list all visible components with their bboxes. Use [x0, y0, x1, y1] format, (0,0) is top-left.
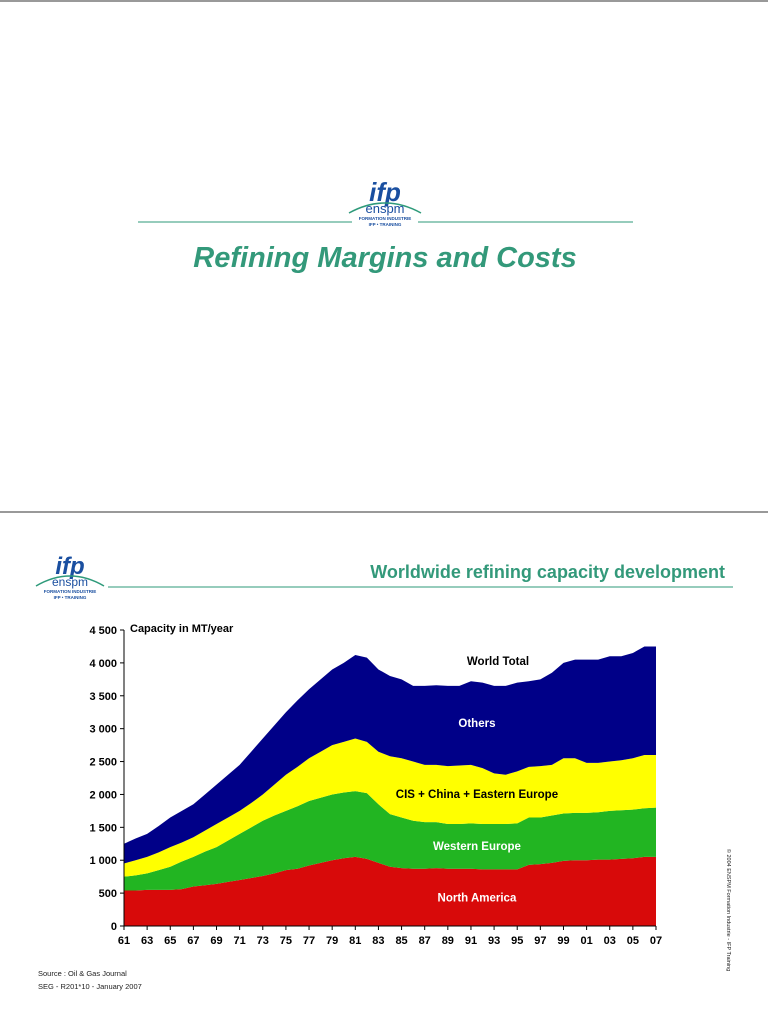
y-tick-label: 1 500 [89, 822, 117, 834]
y-tick-label: 0 [111, 921, 117, 933]
area-label: Others [458, 718, 495, 730]
x-tick-label: 71 [234, 935, 246, 947]
area-label: Western Europe [433, 841, 521, 853]
x-tick-label: 77 [303, 935, 315, 947]
logo-line: IFP • TRAINING [54, 595, 87, 600]
y-tick-label: 1 000 [89, 855, 117, 867]
logo-line: IFP • TRAINING [369, 222, 402, 227]
logo-mark: ifp [369, 177, 401, 207]
logo: ifp enspm FORMATION INDUSTRIE IFP • TRAI… [348, 177, 422, 227]
y-tick-label: 4 500 [89, 625, 117, 637]
x-tick-label: 97 [534, 935, 546, 947]
x-tick-label: 99 [557, 935, 569, 947]
chart: North America Western Europe CIS + China +… [89, 625, 662, 947]
x-tick-label: 83 [372, 935, 384, 947]
x-tick-label: 01 [580, 935, 592, 947]
area [124, 791, 656, 891]
x-tick-label: 89 [442, 935, 454, 947]
x-tick-label: 79 [326, 935, 338, 947]
x-tick-label: 03 [604, 935, 616, 947]
x-tick-label: 73 [257, 935, 269, 947]
area [124, 738, 656, 877]
x-tick-label: 67 [187, 935, 199, 947]
x-tick-label: 65 [164, 935, 176, 947]
logo-swoosh [348, 202, 422, 214]
logo-swoosh [35, 575, 105, 587]
slide-title: Refining Margins and Costs [193, 242, 576, 274]
x-tick-label: 81 [349, 935, 361, 947]
logo-line: FORMATION INDUSTRIE [359, 216, 411, 221]
x-tick-label: 63 [141, 935, 153, 947]
y-axis-label: Capacity in MT/year [130, 623, 234, 635]
y-tick-label: 3 000 [89, 724, 117, 736]
reference: SEG - R201*10 - January 2007 [38, 982, 142, 991]
x-tick-label: 85 [395, 935, 407, 947]
y-tick-label: 3 500 [89, 691, 117, 703]
area-label: CIS + China + Eastern Europe [396, 789, 558, 801]
area-label: North America [438, 892, 517, 904]
x-tick-label: 61 [118, 935, 130, 947]
area [124, 856, 656, 926]
logo: ifp enspm FORMATION INDUSTRIE IFP • TRAI… [35, 553, 105, 600]
y-tick-label: 2 500 [89, 757, 117, 769]
y-tick-label: 4 000 [89, 658, 117, 670]
copyright: © 2004 ENSPM Formation Industrie - IFP T… [725, 849, 732, 971]
annotation: World Total [467, 656, 529, 668]
x-tick-label: 87 [419, 935, 431, 947]
logo-name: enspm [52, 575, 88, 589]
x-tick-label: 91 [465, 935, 477, 947]
x-tick-label: 93 [488, 935, 500, 947]
logo-line: FORMATION INDUSTRIE [44, 589, 96, 594]
x-tick-label: 07 [650, 935, 662, 947]
logo-name: enspm [365, 201, 404, 216]
source: Source : Oil & Gas Journal [38, 969, 127, 978]
slide-title: Worldwide refining capacity development [370, 562, 725, 582]
x-tick-label: 05 [627, 935, 639, 947]
x-tick-label: 95 [511, 935, 523, 947]
x-tick-label: 75 [280, 935, 292, 947]
y-tick-label: 2 000 [89, 789, 117, 801]
y-tick-label: 500 [99, 888, 117, 900]
x-tick-label: 69 [210, 935, 222, 947]
area [124, 646, 656, 864]
